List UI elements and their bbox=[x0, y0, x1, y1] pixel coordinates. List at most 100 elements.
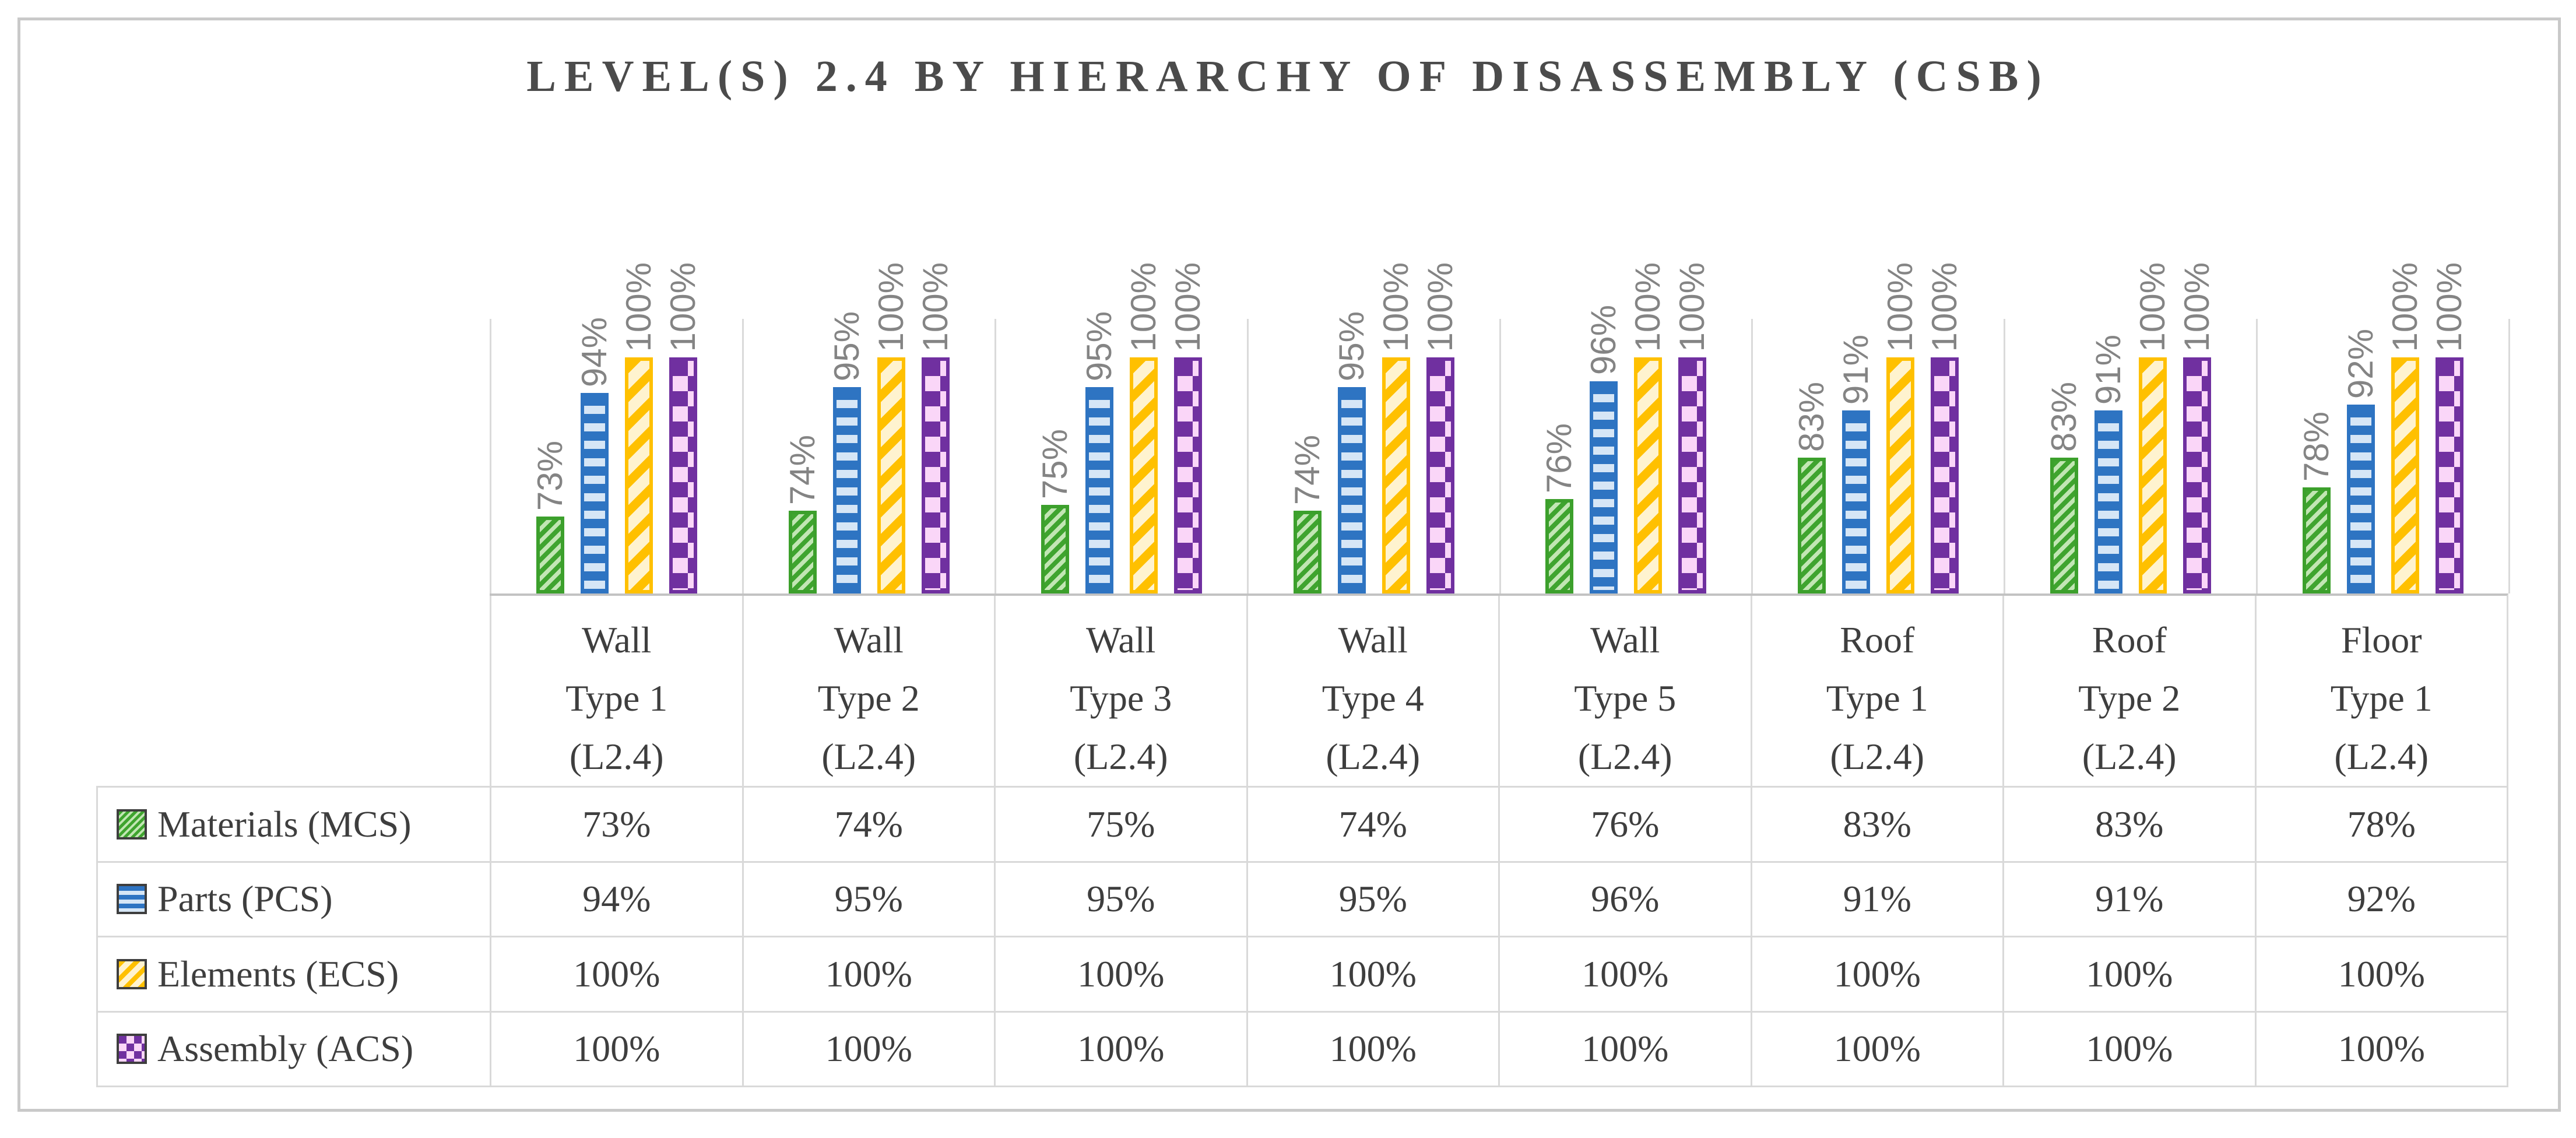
bar-value-label: 100% bbox=[1376, 262, 1415, 352]
category-label-line: Type 1 bbox=[565, 677, 668, 719]
bar-materials: 74% bbox=[1288, 435, 1327, 593]
series-name: Elements (ECS) bbox=[157, 953, 399, 995]
bar-parts: 95% bbox=[1080, 311, 1119, 593]
series-name: Assembly (ACS) bbox=[157, 1028, 414, 1070]
bar-value-label: 76% bbox=[1540, 423, 1579, 493]
bar-assembly: 100% bbox=[1168, 262, 1207, 593]
bar-parts: 91% bbox=[1836, 335, 1875, 593]
table-value-cell: 100% bbox=[743, 937, 996, 1013]
bar-assembly: 100% bbox=[1672, 262, 1712, 593]
category-group: 83% 91% 100% 100% bbox=[2004, 262, 2256, 593]
bar-parts: 91% bbox=[2089, 335, 2128, 593]
category-label: Roof Type 2 (L2.4) bbox=[2002, 596, 2255, 786]
bar-value-label: 91% bbox=[1836, 335, 1876, 405]
category-label-line: (L2.4) bbox=[2334, 736, 2429, 777]
table-value-cell: 83% bbox=[2004, 788, 2257, 863]
bar-value-label: 74% bbox=[782, 435, 822, 505]
category-label-line: (L2.4) bbox=[1830, 736, 1925, 777]
bar-value-label: 100% bbox=[2385, 262, 2425, 352]
bar-assembly: 100% bbox=[2177, 262, 2216, 593]
table-value-cell: 100% bbox=[491, 937, 744, 1013]
table-value-cell: 100% bbox=[996, 937, 1248, 1013]
category-group: 75% 95% 100% 100% bbox=[994, 262, 1247, 593]
table-value-cell: 100% bbox=[2004, 1012, 2257, 1087]
bar-assembly: 100% bbox=[2430, 262, 2469, 593]
table-value-cell: 100% bbox=[743, 1012, 996, 1087]
bar-elements: 100% bbox=[619, 262, 658, 593]
bar-value-label: 75% bbox=[1035, 429, 1074, 500]
bar-value-label: 100% bbox=[1168, 262, 1207, 352]
table-value-cell: 100% bbox=[1752, 1012, 2004, 1087]
table-value-cell: 95% bbox=[996, 862, 1248, 937]
bar-materials: 83% bbox=[1792, 382, 1831, 593]
table-value-cell: 74% bbox=[743, 788, 996, 863]
table-value-cell: 91% bbox=[1752, 862, 2004, 937]
table-value-cell: 78% bbox=[2256, 788, 2508, 863]
bar-value-label: 95% bbox=[827, 311, 866, 381]
table-value-cell: 91% bbox=[2004, 862, 2257, 937]
bar-value-label: 100% bbox=[2177, 262, 2217, 352]
category-group: 73% 94% 100% 100% bbox=[490, 262, 742, 593]
category-label-line: Wall bbox=[834, 619, 904, 661]
series-header-cell: Parts (PCS) bbox=[98, 862, 491, 937]
bar-elements: 100% bbox=[871, 262, 911, 593]
table-value-cell: 100% bbox=[2256, 1012, 2508, 1087]
materials-legend-key-icon bbox=[117, 809, 147, 840]
bar-materials: 83% bbox=[2044, 382, 2083, 593]
category-label-line: (L2.4) bbox=[1073, 736, 1168, 777]
bar-value-label: 95% bbox=[1331, 311, 1371, 381]
bar-value-label: 100% bbox=[1123, 262, 1163, 352]
category-label: Wall Type 1 (L2.4) bbox=[490, 596, 742, 786]
category-label-line: Floor bbox=[2340, 619, 2422, 661]
assembly-legend-key-icon bbox=[117, 1034, 147, 1065]
category-label-line: Type 2 bbox=[817, 677, 920, 719]
bar-parts: 94% bbox=[575, 317, 614, 593]
table-value-cell: 100% bbox=[491, 1012, 744, 1087]
bar-value-label: 100% bbox=[871, 262, 911, 352]
elements-legend-key-icon bbox=[117, 958, 147, 989]
chart-title: LEVEL(S) 2.4 BY HIERARCHY OF DISASSEMBLY… bbox=[526, 52, 2050, 101]
bar-value-label: 96% bbox=[1584, 305, 1623, 375]
table-value-cell: 100% bbox=[2004, 937, 2257, 1013]
category-label-line: (L2.4) bbox=[821, 736, 916, 777]
category-group: 83% 91% 100% 100% bbox=[1751, 262, 2004, 593]
bar-value-label: 94% bbox=[574, 317, 614, 387]
table-value-cell: 100% bbox=[1247, 937, 1500, 1013]
bar-elements: 100% bbox=[2133, 262, 2172, 593]
bar-elements: 100% bbox=[1376, 262, 1415, 593]
category-label-line: Wall bbox=[582, 619, 652, 661]
category-label: Floor Type 1 (L2.4) bbox=[2254, 596, 2507, 786]
bar-assembly: 100% bbox=[916, 262, 955, 593]
bar-assembly: 100% bbox=[1925, 262, 1964, 593]
table-value-cell: 74% bbox=[1247, 788, 1500, 863]
bar-value-label: 100% bbox=[663, 262, 702, 352]
table-value-cell: 100% bbox=[1247, 1012, 1500, 1087]
bar-value-label: 100% bbox=[1925, 262, 1964, 352]
bar-parts: 92% bbox=[2341, 329, 2380, 593]
category-label-line: Wall bbox=[1338, 619, 1408, 661]
table-value-cell: 95% bbox=[743, 862, 996, 937]
category-label-line: Wall bbox=[1590, 619, 1660, 661]
series-header-cell: Assembly (ACS) bbox=[98, 1012, 491, 1087]
bar-parts: 96% bbox=[1584, 305, 1623, 593]
table-value-cell: 94% bbox=[491, 862, 744, 937]
bar-value-label: 83% bbox=[2044, 382, 2084, 452]
bar-elements: 100% bbox=[2385, 262, 2424, 593]
category-label-line: Roof bbox=[2092, 619, 2167, 661]
bar-assembly: 100% bbox=[663, 262, 702, 593]
category-label: Wall Type 5 (L2.4) bbox=[1498, 596, 1751, 786]
bar-value-label: 74% bbox=[1287, 435, 1327, 505]
bar-value-label: 91% bbox=[2089, 335, 2128, 405]
category-group: 74% 95% 100% 100% bbox=[741, 262, 994, 593]
bar-value-label: 83% bbox=[1792, 382, 1832, 452]
bar-parts: 95% bbox=[827, 311, 866, 593]
table-value-cell: 73% bbox=[491, 788, 744, 863]
bar-elements: 100% bbox=[1881, 262, 1920, 593]
bar-value-label: 100% bbox=[1881, 262, 1920, 352]
bar-materials: 76% bbox=[1540, 423, 1579, 593]
bar-value-label: 100% bbox=[1672, 262, 1712, 352]
bar-materials: 75% bbox=[1035, 429, 1074, 593]
table-value-cell: 100% bbox=[1500, 1012, 1752, 1087]
chart-border-frame bbox=[17, 17, 2561, 1112]
